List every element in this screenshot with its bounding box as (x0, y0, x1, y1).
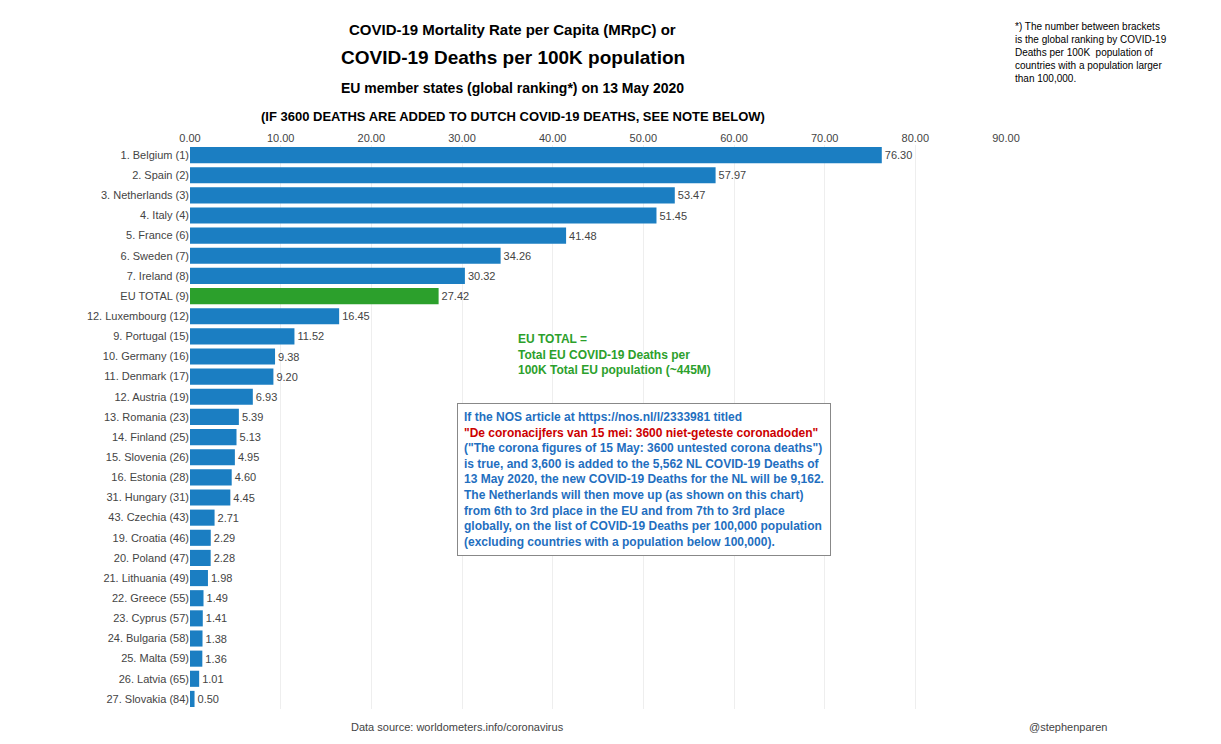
svg-text:21. Lithuania (49): 21. Lithuania (49) (103, 572, 189, 584)
svg-text:COVID-19 Deaths per 100K popul: COVID-19 Deaths per 100K population (341, 47, 685, 68)
svg-text:41.48: 41.48 (569, 230, 597, 242)
svg-text:1. Belgium (1): 1. Belgium (1) (121, 149, 189, 161)
svg-text:23. Cyprus (57): 23. Cyprus (57) (113, 612, 189, 624)
svg-text:7. Ireland (8): 7. Ireland (8) (127, 270, 189, 282)
svg-text:0.00: 0.00 (179, 132, 200, 144)
svg-text:If the NOS article at https://: If the NOS article at https://nos.nl/l/2… (464, 410, 824, 549)
svg-text:10.00: 10.00 (267, 132, 295, 144)
svg-text:51.45: 51.45 (659, 210, 687, 222)
svg-text:25. Malta (59): 25. Malta (59) (121, 652, 189, 664)
svg-text:16. Estonia (28): 16. Estonia (28) (111, 471, 189, 483)
svg-text:1.41: 1.41 (206, 612, 227, 624)
svg-text:30.00: 30.00 (448, 132, 476, 144)
svg-text:2.28: 2.28 (214, 552, 235, 564)
svg-text:@stephenparen: @stephenparen (1029, 721, 1107, 733)
svg-text:*) The number between brackets: *) The number between bracketsis the glo… (1015, 21, 1167, 84)
svg-text:Data source: worldometers.info: Data source: worldometers.info/coronavir… (351, 721, 564, 733)
svg-text:40.00: 40.00 (539, 132, 567, 144)
svg-text:20. Poland (47): 20. Poland (47) (114, 552, 189, 564)
svg-text:6.93: 6.93 (256, 391, 277, 403)
svg-text:11.52: 11.52 (297, 330, 324, 342)
svg-text:90.00: 90.00 (992, 132, 1020, 144)
svg-text:3. Netherlands (3): 3. Netherlands (3) (101, 189, 189, 201)
svg-text:5. France (6): 5. France (6) (126, 229, 189, 241)
svg-text:EU member states (global ranki: EU member states (global ranking*) on 13… (341, 80, 684, 96)
svg-text:14. Finland (25): 14. Finland (25) (112, 431, 189, 443)
svg-text:50.00: 50.00 (630, 132, 658, 144)
svg-text:24. Bulgaria (58): 24. Bulgaria (58) (108, 632, 189, 644)
svg-text:1.98: 1.98 (211, 572, 232, 584)
svg-text:34.26: 34.26 (504, 250, 532, 262)
svg-text:2.71: 2.71 (218, 512, 239, 524)
svg-text:4.45: 4.45 (233, 492, 254, 504)
svg-text:9.38: 9.38 (278, 351, 299, 363)
svg-text:1.38: 1.38 (206, 633, 227, 645)
svg-text:12. Austria (19): 12. Austria (19) (114, 391, 189, 403)
svg-text:27.42: 27.42 (442, 290, 470, 302)
svg-text:9. Portugal (15): 9. Portugal (15) (113, 330, 189, 342)
svg-text:4. Italy (4): 4. Italy (4) (140, 209, 189, 221)
svg-text:53.47: 53.47 (678, 189, 706, 201)
svg-text:20.00: 20.00 (358, 132, 386, 144)
svg-text:5.39: 5.39 (242, 411, 263, 423)
svg-text:10. Germany (16): 10. Germany (16) (103, 350, 189, 362)
svg-text:4.95: 4.95 (238, 451, 259, 463)
svg-text:EU TOTAL =Total EU COVID-19 De: EU TOTAL =Total EU COVID-19 Deaths per10… (518, 332, 711, 377)
svg-text:80.00: 80.00 (902, 132, 930, 144)
svg-text:70.00: 70.00 (811, 132, 839, 144)
svg-text:57.97: 57.97 (719, 169, 747, 181)
svg-text:1.01: 1.01 (202, 673, 223, 685)
svg-text:16.45: 16.45 (342, 310, 370, 322)
svg-text:5.13: 5.13 (240, 431, 261, 443)
svg-text:1.36: 1.36 (205, 653, 226, 665)
svg-text:30.32: 30.32 (468, 270, 496, 282)
svg-text:60.00: 60.00 (720, 132, 748, 144)
svg-text:4.60: 4.60 (235, 471, 256, 483)
svg-text:2. Spain (2): 2. Spain (2) (132, 169, 189, 181)
svg-text:13. Romania (23): 13. Romania (23) (104, 411, 189, 423)
svg-text:EU TOTAL (9): EU TOTAL (9) (120, 290, 189, 302)
svg-text:COVID-19 Mortality Rate per Ca: COVID-19 Mortality Rate per Capita (MRpC… (349, 21, 676, 38)
svg-text:31. Hungary (31): 31. Hungary (31) (106, 491, 189, 503)
svg-text:0.50: 0.50 (198, 693, 219, 705)
svg-text:76.30: 76.30 (885, 149, 913, 161)
svg-text:22. Greece (55): 22. Greece (55) (112, 592, 189, 604)
svg-text:43. Czechia (43): 43. Czechia (43) (108, 511, 189, 523)
svg-text:19. Croatia (46): 19. Croatia (46) (113, 532, 189, 544)
svg-text:26. Latvia (65): 26. Latvia (65) (119, 673, 189, 685)
svg-text:12. Luxembourg (12): 12. Luxembourg (12) (87, 310, 189, 322)
svg-text:15. Slovenia (26): 15. Slovenia (26) (106, 451, 189, 463)
svg-text:9.20: 9.20 (276, 371, 297, 383)
svg-text:2.29: 2.29 (214, 532, 235, 544)
svg-text:1.49: 1.49 (207, 592, 228, 604)
svg-text:6. Sweden (7): 6. Sweden (7) (121, 250, 189, 262)
svg-text:(IF 3600 DEATHS ARE ADDED TO D: (IF 3600 DEATHS ARE ADDED TO DUTCH COVID… (261, 109, 765, 124)
svg-text:27. Slovakia (84): 27. Slovakia (84) (106, 693, 189, 705)
svg-text:11. Denmark (17): 11. Denmark (17) (104, 370, 189, 382)
